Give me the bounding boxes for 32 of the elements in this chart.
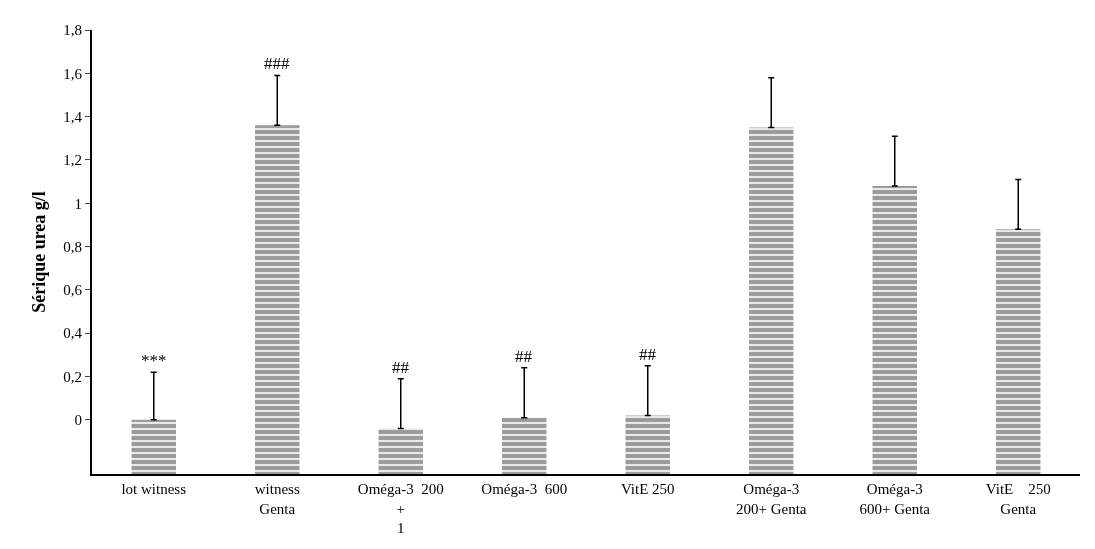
y-tick-label: 1 (74, 195, 82, 212)
y-tick-label: 0,6 (63, 282, 83, 299)
bar (502, 417, 547, 474)
bar (131, 419, 176, 474)
y-tick-label: 0,4 (63, 325, 83, 342)
bar (378, 428, 423, 474)
y-tick-label: 0 (74, 412, 82, 429)
bar (625, 415, 670, 474)
bar (996, 229, 1041, 474)
annotation: ### (264, 54, 290, 73)
annotation: ## (639, 345, 657, 364)
y-tick-label: 1,2 (63, 152, 82, 169)
x-tick-label: witness Genta (254, 481, 300, 517)
bar (255, 125, 300, 474)
y-tick-label: 0,8 (63, 238, 82, 255)
x-tick-label: Oméga-3 600 (481, 481, 568, 497)
annotation: ## (515, 347, 533, 366)
x-tick-label: VitE 250 (620, 481, 675, 497)
x-tick-label: Oméga-3 200+ Genta (735, 481, 807, 517)
x-tick-label: Oméga-3 600+ Genta (859, 481, 931, 517)
x-tick-label: Oméga-3 200 + 1 (357, 481, 444, 536)
annotation: *** (141, 351, 167, 370)
x-tick-label: VitE 250 Genta (985, 481, 1051, 517)
y-tick-label: 1,8 (63, 22, 82, 39)
y-axis-title: Sérique urea g/l (29, 191, 49, 313)
annotation: ## (392, 358, 410, 377)
bar (749, 127, 794, 474)
x-tick-label: lot witness (121, 481, 187, 497)
y-tick-label: 0,2 (63, 368, 82, 385)
bar (872, 185, 917, 474)
y-tick-label: 1,6 (63, 65, 83, 82)
y-tick-label: 1,4 (63, 108, 83, 125)
